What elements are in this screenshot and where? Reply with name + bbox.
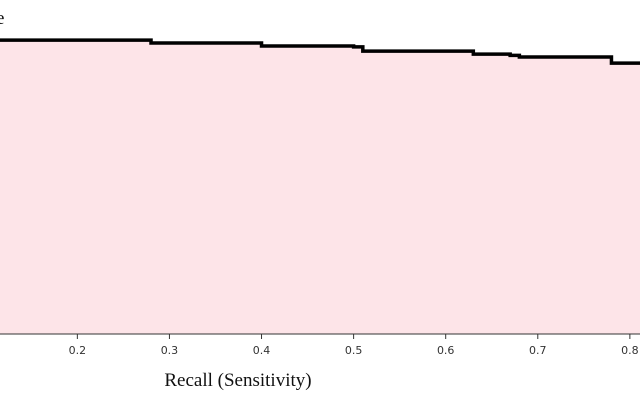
line: [0, 38, 640, 65]
x-axis-label: Recall (Sensitivity): [164, 370, 311, 391]
x-tick-label: 0.6: [437, 344, 455, 357]
x-tick-label: 0.7: [529, 344, 547, 357]
area: [0, 40, 640, 335]
x-tick-label: 0.2: [69, 344, 87, 357]
x-tick-label: 0.8: [621, 344, 639, 357]
x-tick-label: 0.4: [253, 344, 271, 357]
x-tick-label: 0.3: [161, 344, 179, 357]
x-tick-label: 0.5: [345, 344, 363, 357]
chart-title: e: [0, 8, 4, 29]
